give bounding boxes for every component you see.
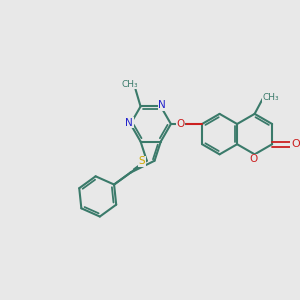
Text: CH₃: CH₃ (122, 80, 139, 88)
Text: O: O (292, 139, 300, 149)
Text: O: O (176, 119, 185, 129)
Text: N: N (125, 118, 133, 128)
Text: N: N (158, 100, 166, 110)
Text: O: O (249, 154, 257, 164)
Text: CH₃: CH₃ (262, 93, 279, 102)
Text: S: S (138, 156, 145, 166)
